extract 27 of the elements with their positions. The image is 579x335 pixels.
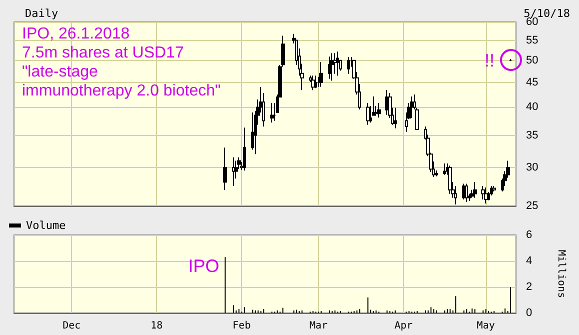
annotation: IPO, 26.1.2018	[22, 26, 130, 42]
annotation: 7.5m shares at USD17	[22, 44, 184, 62]
x-tick-label: Mar	[309, 320, 328, 332]
annotation: !!	[484, 50, 495, 70]
chart-title: Daily	[25, 7, 58, 20]
y-tick-label: 60	[526, 16, 538, 28]
y-tick-label: 50	[526, 54, 538, 66]
y-tick-label: 40	[526, 101, 538, 114]
legend-label: Volume	[26, 219, 66, 232]
y-axis-title: Millions	[556, 250, 566, 298]
annotation: "late-stage	[22, 64, 98, 80]
y-tick-label: 25	[526, 200, 538, 212]
annotation: immunotherapy 2.0 biotech"	[22, 82, 221, 100]
y-tick-label: 35	[526, 129, 538, 142]
y-tick-label: 55	[526, 34, 538, 46]
x-tick-label: Dec	[62, 320, 81, 332]
x-tick-label: May	[476, 320, 495, 332]
y-tick-label: 6	[526, 229, 532, 241]
y-tick-label: 4	[526, 255, 532, 267]
y-tick-label: 0	[526, 307, 532, 319]
y-tick-label: 2	[526, 281, 532, 293]
annotation: IPO	[188, 256, 220, 276]
x-tick-label: 18	[150, 320, 163, 332]
y-tick-label: 45	[526, 76, 538, 88]
y-tick-label: 30	[526, 162, 538, 174]
x-tick-label: Feb	[232, 320, 251, 332]
x-tick-label: Apr	[394, 320, 413, 332]
